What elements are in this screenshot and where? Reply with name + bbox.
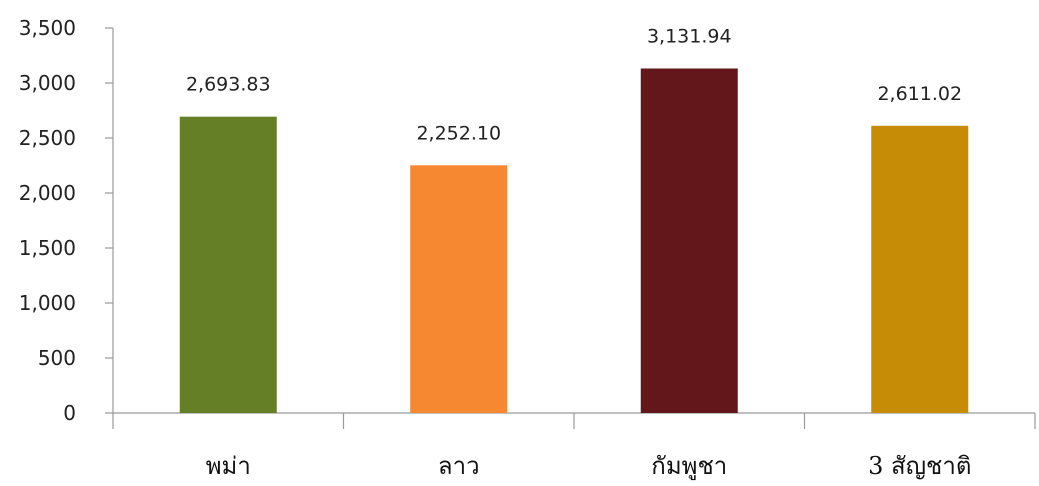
x-axis <box>112 412 1036 429</box>
y-tick-label: 2,000 <box>19 181 76 205</box>
y-tick-label: 1,500 <box>19 236 76 260</box>
category-label-4: 3 สัญชาติ <box>868 452 971 480</box>
y-axis: 0 500 1,000 1,500 2,000 2,500 3,000 3,500 <box>19 16 114 425</box>
y-tick-label: 3,500 <box>19 16 76 40</box>
y-tick-label: 500 <box>38 346 76 370</box>
data-labels-group: 2,693.83 2,252.10 3,131.94 2,611.02 <box>186 25 962 144</box>
y-tick-label: 1,000 <box>19 291 76 315</box>
category-label-1: พม่า <box>206 452 251 480</box>
data-label-1: 2,693.83 <box>186 74 271 96</box>
category-label-3: กัมพูชา <box>651 452 727 481</box>
bar-4 <box>871 125 969 413</box>
data-label-3: 3,131.94 <box>647 25 732 47</box>
category-labels-group: พม่า ลาว กัมพูชา 3 สัญชาติ <box>206 452 972 481</box>
bar-2 <box>410 165 508 413</box>
bars-group <box>179 68 969 413</box>
y-tick-label: 0 <box>63 401 76 425</box>
y-tick-label: 3,000 <box>19 71 76 95</box>
data-label-4: 2,611.02 <box>877 83 962 105</box>
bar-1 <box>179 116 277 413</box>
y-tick-label: 2,500 <box>19 126 76 150</box>
data-label-2: 2,252.10 <box>416 122 501 144</box>
bar-3 <box>640 68 738 413</box>
category-label-2: ลาว <box>438 452 480 480</box>
